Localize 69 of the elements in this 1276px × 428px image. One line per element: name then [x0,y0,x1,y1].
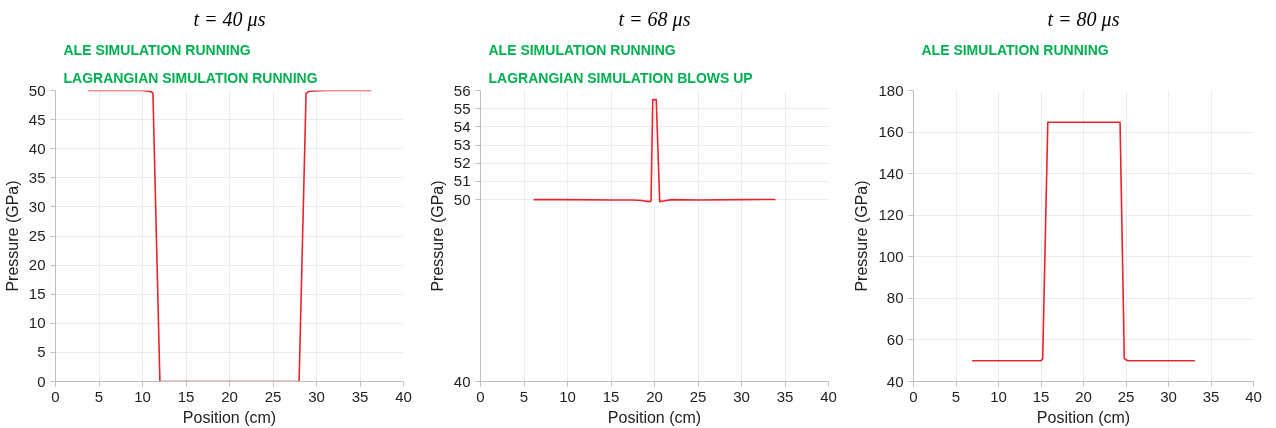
y-tick-label: 53 [453,136,471,154]
x-axis-title: Position (cm) [607,408,702,426]
x-tick-label: 10 [134,387,151,405]
x-tick-label: 15 [602,387,620,405]
y-tick-label: 160 [878,123,904,141]
x-tick-label: 10 [990,387,1007,405]
y-tick-label: 20 [28,256,46,274]
y-tick-label: 80 [886,289,904,307]
y-axis-title: Pressure (GPa) [428,180,446,292]
x-tick-label: 35 [351,387,369,405]
text: LAGRANGIAN SIMULATION BLOWS UP [488,69,753,86]
text: ALE SIMULATION RUNNING [921,41,1109,58]
y-tick-label: 40 [453,372,471,390]
y-tick-label: 10 [28,314,46,332]
x-tick-label: 20 [646,387,663,405]
x-tick-label: 0 [909,387,918,405]
y-axis-title: Pressure (GPa) [3,180,21,292]
y-tick-label: 180 [878,81,904,99]
x-tick-label: 0 [51,387,60,405]
text: ALE SIMULATION RUNNING [488,41,676,58]
text: ALE SIMULATION RUNNING [63,41,251,58]
x-tick-label: 30 [733,387,750,405]
y-tick-label: 120 [878,206,904,224]
x-tick-label: 10 [559,387,576,405]
y-axis-title: Pressure (GPa) [853,180,871,292]
y-tick-label: 45 [28,110,46,128]
y-tick-label: 55 [453,99,471,117]
chart-title: t = 80 μs [1047,7,1120,31]
x-tick-label: 25 [264,387,282,405]
y-tick-label: 52 [453,154,471,172]
x-tick-label: 20 [221,387,238,405]
x-axis-title: Position (cm) [182,408,277,426]
text: LAGRANGIAN SIMULATION RUNNING [63,69,318,86]
x-tick-label: 0 [476,387,485,405]
line-series [532,98,777,203]
x-tick-label: 20 [1075,387,1092,405]
y-tick-label: 35 [28,168,46,186]
y-tick-label: 54 [453,117,471,135]
x-tick-label: 30 [1160,387,1177,405]
y-tick-label: 5 [37,343,46,361]
x-tick-label: 40 [820,387,837,405]
y-tick-label: 40 [886,372,904,390]
y-tick-label: 50 [453,190,471,208]
x-tick-label: 25 [689,387,707,405]
x-tick-label: 5 [519,387,529,405]
x-tick-label: 40 [395,387,412,405]
y-tick-label: 30 [28,197,46,215]
x-tick-label: 25 [1117,387,1135,405]
x-tick-label: 15 [177,387,195,405]
x-tick-label: 40 [1245,387,1262,405]
chart-title: t = 68 μs [618,7,691,31]
x-tick-label: 35 [776,387,794,405]
y-tick-label: 60 [886,330,904,348]
x-tick-label: 5 [951,387,961,405]
y-tick-label: 140 [878,164,904,182]
y-tick-label: 50 [28,81,46,99]
y-tick-label: 25 [28,227,46,244]
y-tick-label: 40 [28,139,46,157]
x-tick-label: 15 [1032,387,1050,405]
y-tick-label: 51 [453,172,471,190]
x-tick-label: 30 [308,387,325,405]
chart-title: t = 40 μs [193,7,266,31]
y-tick-label: 15 [28,285,46,303]
x-axis-title: Position (cm) [1036,408,1131,426]
x-tick-label: 35 [1202,387,1220,405]
y-tick-label: 100 [878,247,904,265]
y-tick-label: 0 [37,372,46,390]
y-tick-label: 56 [453,81,471,99]
x-tick-label: 5 [94,387,104,405]
